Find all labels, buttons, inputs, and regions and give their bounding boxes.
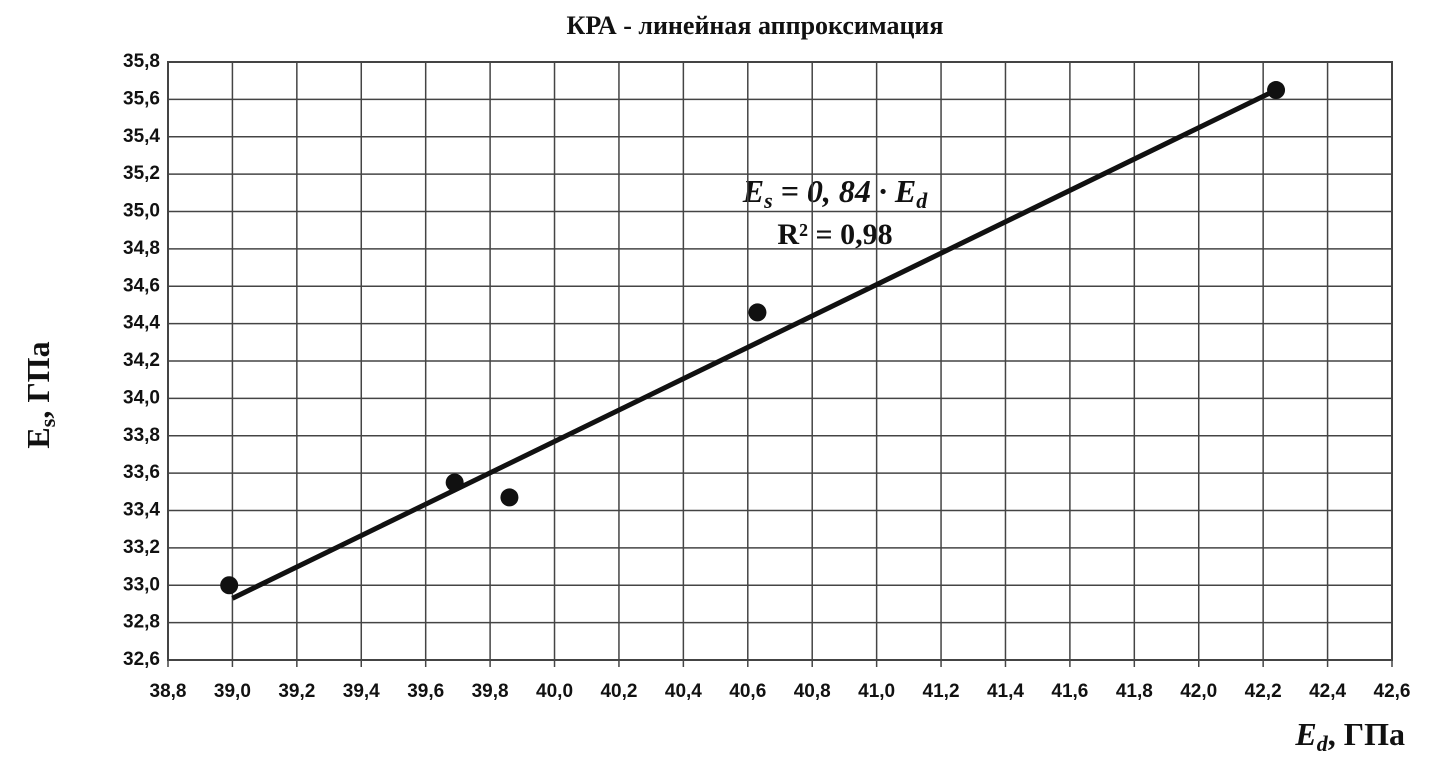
data-point bbox=[748, 303, 767, 322]
x-tick-label: 40,8 bbox=[794, 681, 831, 702]
y-label-sub: s bbox=[35, 418, 60, 427]
y-label-main: E bbox=[20, 427, 56, 448]
y-tick-label: 33,0 bbox=[123, 574, 160, 595]
y-tick-label: 32,6 bbox=[123, 649, 160, 670]
y-axis-label: Es, ГПа bbox=[20, 341, 60, 448]
x-label-rest: , ГПа bbox=[1328, 716, 1405, 752]
y-tick-label: 35,0 bbox=[123, 201, 160, 222]
plot-border bbox=[167, 61, 1393, 661]
y-tick-label: 32,8 bbox=[123, 612, 160, 633]
x-tick-label: 40,6 bbox=[729, 681, 766, 702]
y-tick-label: 34,2 bbox=[123, 350, 160, 371]
y-tick-label: 34,8 bbox=[123, 238, 160, 259]
x-tick-label: 38,8 bbox=[150, 681, 187, 702]
y-label-rest: , ГПа bbox=[20, 341, 56, 418]
x-tick-label: 39,2 bbox=[278, 681, 315, 702]
trendline bbox=[231, 87, 1278, 601]
y-tick-label: 35,4 bbox=[123, 126, 160, 147]
data-point bbox=[1267, 81, 1286, 100]
x-tick-label: 40,4 bbox=[665, 681, 702, 702]
data-point bbox=[445, 473, 464, 492]
y-tick-label: 35,8 bbox=[123, 51, 160, 72]
y-tick-label: 35,2 bbox=[123, 163, 160, 184]
r-squared: R² = 0,98 bbox=[777, 218, 892, 251]
x-tick-label: 41,4 bbox=[987, 681, 1024, 702]
y-tick-label: 33,2 bbox=[123, 537, 160, 558]
data-point bbox=[500, 488, 519, 507]
x-tick-label: 41,2 bbox=[923, 681, 960, 702]
x-tick-label: 39,8 bbox=[472, 681, 509, 702]
x-tick-label: 41,6 bbox=[1051, 681, 1088, 702]
x-tick-label: 39,4 bbox=[343, 681, 380, 702]
x-tick-label: 42,2 bbox=[1245, 681, 1282, 702]
x-tick-label: 41,0 bbox=[858, 681, 895, 702]
y-tick-label: 34,4 bbox=[123, 313, 160, 334]
x-tick-label: 42,0 bbox=[1180, 681, 1217, 702]
y-tick-label: 35,6 bbox=[123, 88, 160, 109]
y-tick-label: 34,0 bbox=[123, 387, 160, 408]
x-axis-label: Ed, ГПа bbox=[1294, 716, 1405, 756]
x-tick-label: 42,6 bbox=[1374, 681, 1411, 702]
y-tick-label: 33,6 bbox=[123, 462, 160, 483]
eq-sub2: d bbox=[916, 188, 928, 213]
x-tick-label: 42,4 bbox=[1309, 681, 1346, 702]
x-label-sub: d bbox=[1317, 731, 1329, 756]
data-point bbox=[220, 576, 239, 595]
x-tick-label: 41,8 bbox=[1116, 681, 1153, 702]
x-tick-label: 39,6 bbox=[407, 681, 444, 702]
eq-rest: = 0, 84 · E bbox=[773, 173, 917, 209]
eq-main: E bbox=[742, 173, 764, 209]
x-label-main: E bbox=[1294, 716, 1316, 752]
y-tick-label: 34,6 bbox=[123, 275, 160, 296]
y-tick-label: 33,4 bbox=[123, 500, 160, 521]
x-tick-label: 40,0 bbox=[536, 681, 573, 702]
equation: Es = 0, 84 · Ed bbox=[742, 173, 928, 213]
eq-sub: s bbox=[763, 188, 773, 213]
x-tick-label: 40,2 bbox=[600, 681, 637, 702]
chart-title: КРА - линейная аппроксимация bbox=[567, 11, 944, 40]
x-tick-label: 39,0 bbox=[214, 681, 251, 702]
y-tick-label: 33,8 bbox=[123, 425, 160, 446]
